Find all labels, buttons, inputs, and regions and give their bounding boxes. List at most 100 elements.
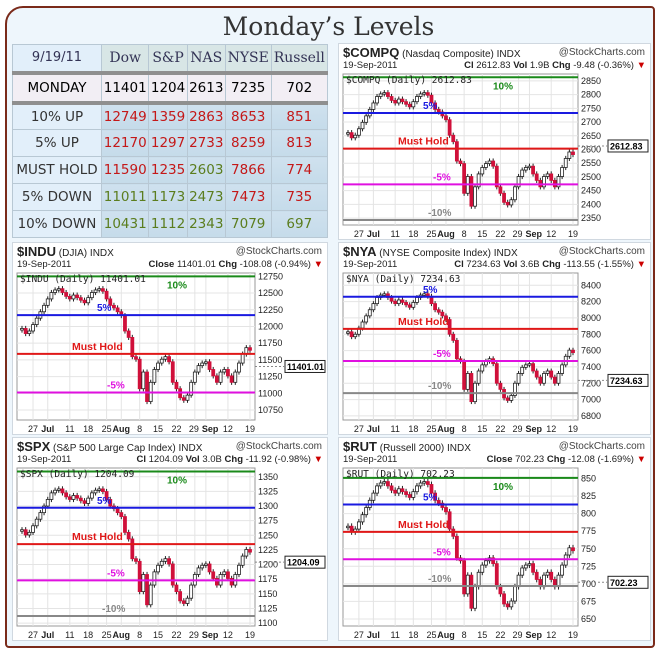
candle	[451, 333, 456, 341]
candle	[196, 567, 201, 575]
candle	[353, 134, 358, 139]
candle	[123, 516, 127, 533]
candle	[82, 299, 87, 304]
col-nas: NAS	[186, 44, 226, 73]
candle	[163, 356, 168, 360]
quote-summary: Cl 2612.83 Vol 1.9B Chg -9.48 (-0.36%) ▼	[464, 60, 646, 71]
y-tick-label: 775	[581, 526, 596, 536]
y-tick-label: 2800	[581, 90, 601, 100]
candle	[436, 309, 441, 313]
candle	[130, 538, 135, 560]
candle	[458, 160, 463, 165]
candle	[509, 600, 514, 608]
candle	[404, 302, 408, 306]
candle	[218, 371, 223, 383]
chg-value: -12.08 (-1.69%)	[567, 454, 634, 465]
y-tick-label: 1150	[258, 589, 277, 599]
candle	[542, 574, 546, 588]
y-tick-label: 1300	[258, 501, 278, 511]
x-tick-label: 12	[546, 630, 556, 640]
candle	[53, 289, 57, 293]
candle	[108, 499, 113, 507]
symbol: $INDU	[17, 244, 57, 259]
col-dow: Dow	[100, 44, 150, 73]
candle	[60, 288, 65, 293]
cell: 10431	[100, 210, 150, 238]
close-value: 7234.63	[466, 259, 501, 270]
candle	[400, 299, 405, 303]
candle	[119, 512, 124, 517]
candle	[552, 376, 557, 384]
x-tick-label: Sep	[525, 630, 542, 640]
x-tick-label: 12	[223, 630, 233, 640]
candle	[542, 176, 546, 188]
level-label: -10%	[102, 604, 125, 615]
candle	[502, 593, 506, 605]
candle	[20, 529, 24, 532]
level-label: -10%	[428, 208, 451, 219]
chart-date: 19-Sep-2011	[17, 259, 72, 270]
candle	[520, 169, 525, 177]
candle	[167, 356, 171, 363]
down-arrow-icon: ▼	[313, 259, 323, 270]
candle	[229, 375, 234, 383]
candle	[534, 571, 539, 580]
x-tick-label: 8	[137, 630, 142, 640]
candle	[447, 511, 452, 530]
candle	[349, 331, 354, 338]
x-tick-label: Jul	[41, 424, 54, 434]
y-tick-label: 2450	[581, 186, 601, 196]
y-tick-label: 2650	[581, 131, 601, 141]
cell: 1173	[148, 183, 188, 211]
level-label: Must Hold	[398, 136, 449, 148]
candle	[108, 298, 113, 306]
y-tick-label: 8200	[581, 297, 601, 307]
candle	[240, 353, 245, 364]
y-tick-label: 7800	[581, 329, 601, 339]
candle	[527, 165, 532, 169]
candle	[364, 507, 369, 516]
x-tick-label: 12	[546, 424, 556, 434]
row-label: 5% UP	[12, 129, 102, 157]
candle	[200, 362, 205, 367]
candle	[415, 96, 419, 103]
candle	[476, 370, 481, 384]
candle	[222, 571, 227, 575]
chart-legend: $SPX (Daily) 1204.09	[20, 469, 135, 480]
row-label: 10% UP	[12, 102, 102, 130]
candle	[389, 96, 394, 101]
candle	[415, 297, 419, 303]
plot-area	[16, 272, 256, 421]
x-tick-label: 11	[391, 630, 400, 640]
y-tick-label: 6800	[581, 411, 601, 421]
candle	[360, 321, 365, 329]
y-tick-label: 1275	[258, 516, 278, 526]
x-tick-label: Sep	[202, 424, 219, 434]
candle	[502, 192, 506, 203]
chart-legend: $RUT (Daily) 702.23	[346, 469, 455, 480]
cell: 697	[270, 210, 329, 238]
y-tick-label: 8400	[581, 280, 601, 290]
chart-subheader: 19-Sep-2011 Cl 1204.09 Vol 3.0B Chg -11.…	[17, 454, 323, 465]
candle	[240, 555, 245, 566]
candle	[38, 512, 43, 520]
candle	[451, 134, 456, 143]
candle	[78, 297, 83, 301]
candle	[64, 292, 69, 297]
candle	[473, 186, 477, 207]
chg-label: Chg	[552, 60, 571, 71]
x-tick-label: 8	[137, 424, 142, 434]
y-tick-label: 11500	[258, 355, 282, 365]
candle	[407, 494, 412, 498]
candle	[491, 160, 496, 167]
vol-value: 1.9B	[529, 60, 550, 71]
level-label: 10%	[493, 81, 513, 92]
candle	[75, 495, 80, 499]
y-tick-label: 10750	[258, 405, 283, 415]
candle	[494, 563, 499, 588]
candle	[192, 371, 197, 383]
candle	[469, 176, 474, 207]
y-tick-label: 12750	[258, 271, 283, 281]
candle	[520, 567, 525, 576]
candle	[42, 505, 46, 514]
